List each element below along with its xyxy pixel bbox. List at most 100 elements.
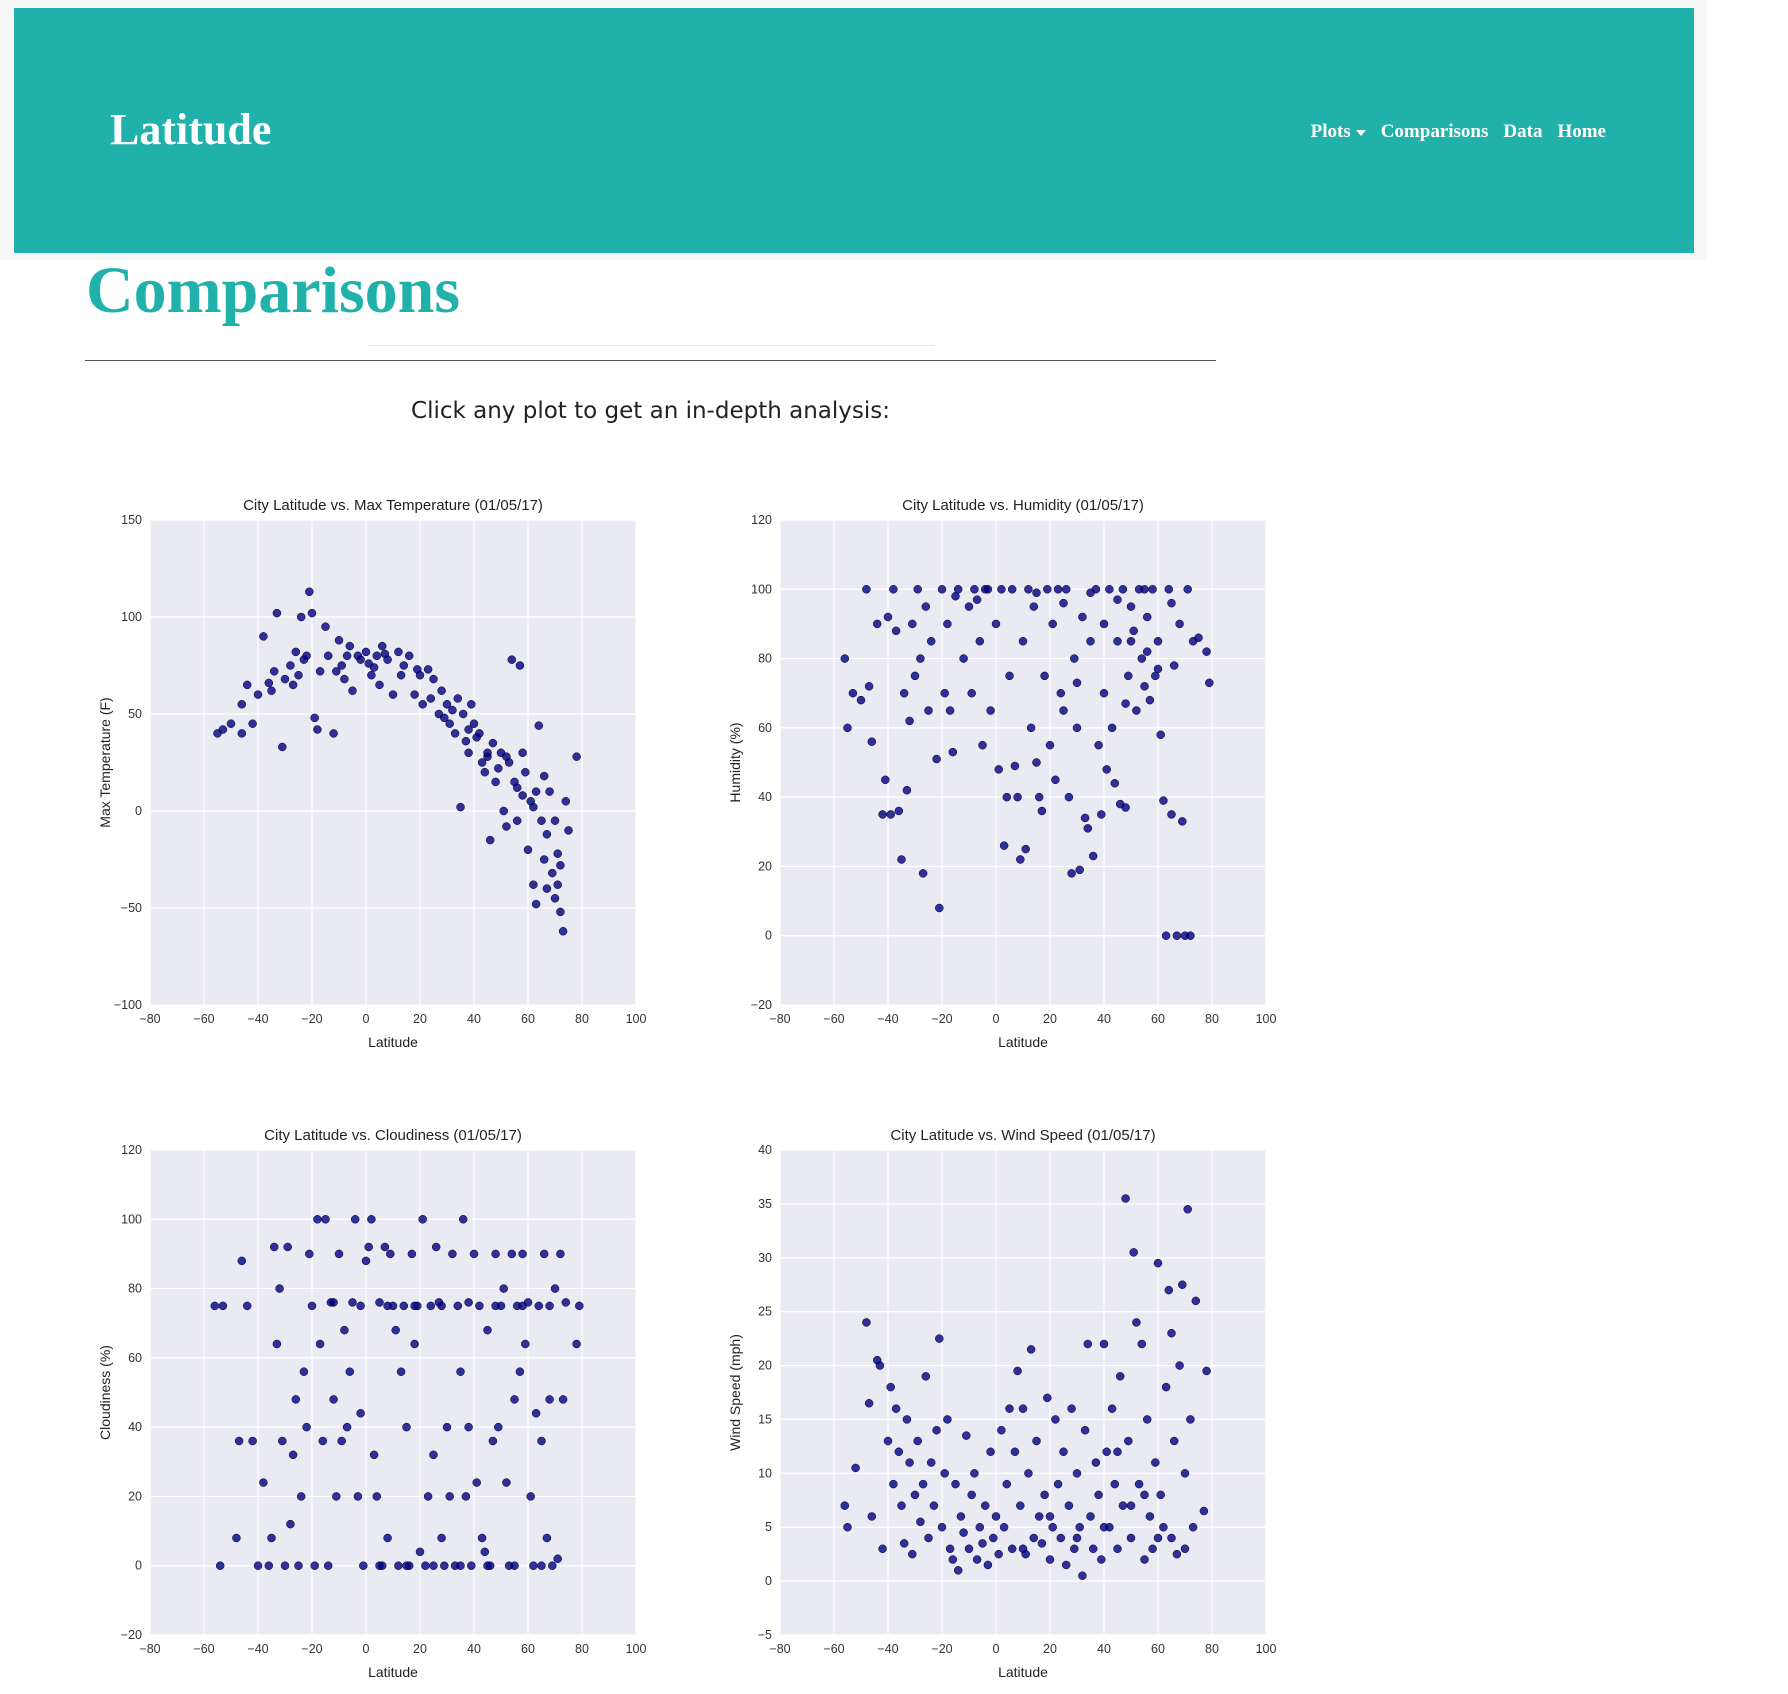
divider: [368, 345, 934, 346]
data-point: [348, 1298, 357, 1307]
data-point: [464, 748, 473, 758]
data-point: [291, 1395, 301, 1404]
data-point: [445, 719, 454, 728]
data-point: [483, 1561, 492, 1570]
data-point: [1032, 758, 1041, 767]
y-tick-label: 150: [121, 513, 142, 527]
x-tick-label: 40: [467, 1012, 481, 1026]
data-point: [248, 719, 257, 728]
data-point: [1045, 1555, 1055, 1564]
y-tick-label: 40: [758, 790, 772, 804]
data-point: [399, 661, 409, 670]
data-point: [294, 670, 303, 680]
data-point: [356, 1409, 365, 1418]
y-axis-label: Max Temperature (F): [97, 697, 113, 827]
data-point: [337, 661, 346, 670]
data-point: [448, 705, 457, 715]
data-point: [1032, 1436, 1041, 1446]
plot-wind-speed-link[interactable]: −80 −60 −40 −20 0 20 40 60 80 100 −5 0 5 10 15 20 25 30 35…: [720, 1118, 1290, 1693]
data-point: [1018, 1544, 1028, 1554]
y-tick-label: −20: [751, 998, 772, 1012]
data-point: [1083, 1339, 1093, 1349]
nav-data-link[interactable]: Data: [1503, 121, 1543, 142]
data-point: [1010, 1447, 1020, 1457]
data-point: [442, 1422, 452, 1432]
data-point: [1053, 585, 1063, 594]
data-point: [1034, 792, 1044, 802]
nav-home-link[interactable]: Home: [1557, 121, 1606, 142]
data-point: [1178, 817, 1187, 826]
data-point: [269, 1242, 279, 1252]
data-point: [372, 1492, 382, 1501]
data-point: [469, 719, 479, 728]
data-point: [323, 1561, 333, 1570]
data-point: [480, 1547, 490, 1557]
data-point: [361, 1256, 371, 1266]
data-point: [529, 1561, 538, 1570]
nav-plots-dropdown[interactable]: Plots: [1311, 121, 1366, 143]
data-point: [518, 748, 527, 758]
data-point: [507, 1249, 517, 1259]
data-point: [1129, 1248, 1138, 1257]
data-point: [886, 810, 895, 819]
data-point: [553, 1554, 562, 1564]
data-point: [980, 1501, 990, 1510]
x-tick-label: 20: [413, 1012, 427, 1026]
data-point: [248, 1436, 257, 1446]
plot-area: [780, 1150, 1266, 1635]
data-point: [1002, 1479, 1012, 1489]
y-tick-label: 25: [758, 1305, 772, 1319]
y-tick-label: 120: [751, 513, 772, 527]
data-point: [1016, 855, 1025, 864]
data-point: [537, 816, 546, 825]
plot-humidity-link[interactable]: −80 −60 −40 −20 0 20 40 60 80 100 −20 0 20 40 60 80 100 1…: [720, 488, 1290, 1063]
data-point: [894, 806, 904, 816]
data-point: [875, 1361, 885, 1370]
data-point: [1029, 1533, 1039, 1543]
plot-cloudiness-link[interactable]: −80 −60 −40 −20 0 20 40 60 80 100 −20 0 20 40 60 80 100 1…: [90, 1118, 660, 1693]
data-point: [318, 1436, 328, 1446]
data-point: [1056, 1533, 1066, 1543]
data-point: [843, 1522, 852, 1532]
data-point: [410, 1301, 419, 1311]
data-point: [1024, 585, 1033, 594]
data-point: [983, 585, 993, 594]
data-point: [1072, 678, 1082, 688]
data-point: [1153, 1258, 1163, 1268]
nav-comparisons-link[interactable]: Comparisons: [1380, 121, 1489, 142]
y-tick-label: −20: [121, 1628, 142, 1642]
data-point: [383, 1301, 392, 1311]
data-point: [1167, 1328, 1176, 1338]
data-point: [383, 1533, 392, 1543]
brand-logo[interactable]: Latitude: [110, 105, 272, 154]
data-point: [515, 1367, 525, 1376]
data-point: [948, 747, 958, 757]
x-axis-label: Latitude: [998, 1664, 1048, 1680]
data-point: [1178, 1280, 1187, 1289]
page-title: Comparisons: [86, 254, 461, 327]
data-point: [226, 719, 236, 728]
data-point: [1121, 699, 1130, 708]
data-point: [902, 1415, 912, 1424]
data-point: [294, 1561, 303, 1570]
data-point: [386, 1249, 395, 1259]
data-point: [1140, 1490, 1149, 1500]
data-point: [1051, 775, 1060, 785]
data-point: [1115, 1372, 1125, 1381]
data-point: [521, 767, 530, 777]
y-tick-label: −5: [758, 1628, 772, 1642]
data-point: [494, 1422, 503, 1432]
x-tick-label: −60: [193, 1642, 214, 1656]
data-point: [999, 1522, 1009, 1532]
data-point: [542, 830, 552, 839]
data-point: [1140, 682, 1149, 691]
data-point: [1202, 647, 1211, 656]
chart-title: City Latitude vs. Wind Speed (01/05/17): [890, 1127, 1155, 1144]
data-point: [1080, 1425, 1090, 1435]
data-point: [542, 884, 552, 893]
data-point: [464, 1422, 473, 1432]
plot-max-temperature-link[interactable]: −80 −60 −40 −20 0 20 40 60 80 100 −100 −50 0 50 100 150…: [90, 488, 660, 1063]
data-point: [315, 1339, 325, 1349]
data-point: [929, 1501, 939, 1510]
data-point: [943, 619, 952, 629]
